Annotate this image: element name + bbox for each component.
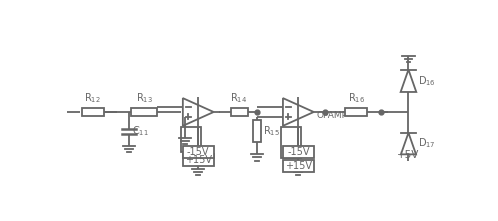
Bar (131, 108, 157, 116)
Bar (345, 108, 367, 116)
Text: C$_{11}$: C$_{11}$ (132, 124, 149, 138)
Bar (183, 154, 214, 166)
Text: R$_{13}$: R$_{13}$ (136, 91, 153, 105)
Bar (82, 108, 104, 116)
Text: R$_{14}$: R$_{14}$ (231, 91, 248, 105)
Bar (231, 108, 248, 116)
Text: D$_{16}$: D$_{16}$ (418, 74, 436, 88)
Text: R$_{12}$: R$_{12}$ (84, 91, 101, 105)
Bar (253, 120, 260, 142)
Text: +5V: +5V (397, 151, 420, 160)
Text: -15V: -15V (287, 147, 310, 157)
Bar (281, 127, 301, 158)
Bar (181, 127, 201, 152)
Bar (183, 146, 214, 158)
Text: -15V: -15V (187, 147, 210, 157)
Text: +15V: +15V (185, 155, 212, 165)
Text: R$_{16}$: R$_{16}$ (348, 91, 365, 105)
Text: D$_{17}$: D$_{17}$ (418, 137, 435, 151)
Text: +15V: +15V (285, 161, 312, 171)
Text: OPAMP: OPAMP (316, 110, 347, 120)
Bar (283, 146, 314, 158)
Text: R$_{15}$: R$_{15}$ (263, 124, 280, 138)
Bar (283, 160, 314, 172)
